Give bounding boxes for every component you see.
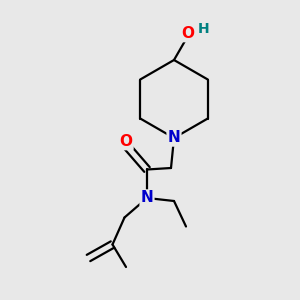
Text: N: N (168, 130, 180, 146)
Text: O: O (181, 26, 194, 41)
Text: O: O (119, 134, 133, 149)
Text: H: H (198, 22, 210, 36)
Text: N: N (141, 190, 153, 206)
